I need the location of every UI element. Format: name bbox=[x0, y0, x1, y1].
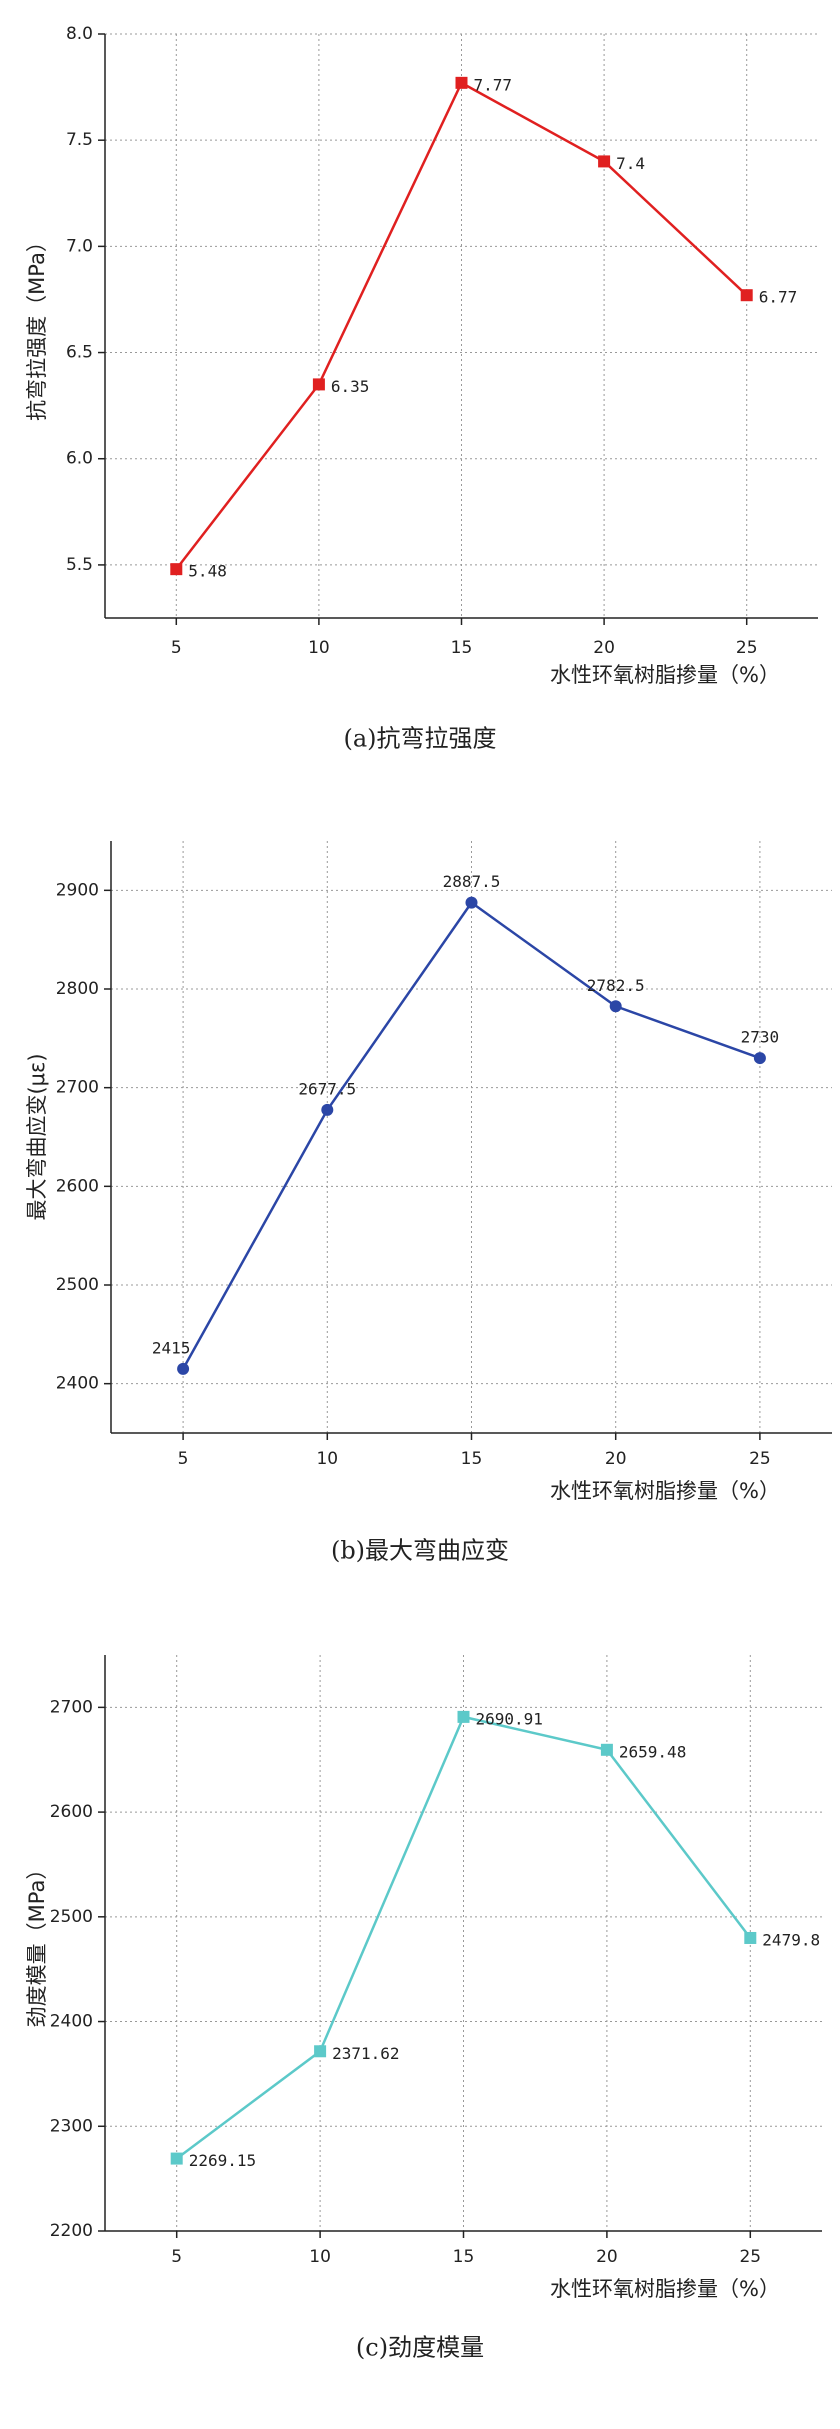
y-tick-label: 2900 bbox=[56, 880, 99, 900]
y-tick-label: 2200 bbox=[50, 2221, 93, 2241]
data-line bbox=[175, 1715, 752, 2160]
marker bbox=[465, 896, 478, 909]
x-tick-label: 25 bbox=[739, 2247, 761, 2267]
marker bbox=[457, 1710, 470, 1723]
y-tick-label: 7.5 bbox=[66, 130, 93, 150]
y-axis-label: 劲度模量（MPa） bbox=[25, 1859, 49, 2028]
marker bbox=[170, 563, 183, 576]
data-label: 5.48 bbox=[188, 562, 227, 581]
y-tick-label: 2500 bbox=[56, 1275, 99, 1295]
marker bbox=[455, 76, 468, 89]
y-axis-label: 最大弯曲应变(με) bbox=[25, 1053, 49, 1220]
caption: (c)劲度模量 bbox=[356, 2334, 484, 2362]
data-label: 2690.91 bbox=[476, 1709, 543, 1728]
x-tick-label: 20 bbox=[605, 1449, 627, 1469]
y-tick-label: 2700 bbox=[50, 1697, 93, 1717]
x-tick-label: 10 bbox=[309, 2247, 331, 2267]
marker bbox=[170, 2152, 183, 2165]
marker bbox=[598, 155, 611, 168]
marker bbox=[321, 1103, 334, 1116]
x-tick-label: 5 bbox=[178, 1449, 189, 1469]
marker bbox=[600, 1743, 613, 1756]
x-axis-label: 水性环氧树脂掺量（%） bbox=[550, 1479, 780, 1503]
data-label: 7.77 bbox=[474, 75, 513, 94]
caption: (a)抗弯拉强度 bbox=[343, 725, 496, 753]
data-label: 2677.5 bbox=[298, 1079, 356, 1098]
y-tick-label: 6.5 bbox=[66, 343, 93, 363]
x-tick-label: 15 bbox=[461, 1449, 483, 1469]
x-tick-label: 25 bbox=[736, 638, 758, 658]
y-tick-label: 2700 bbox=[56, 1078, 99, 1098]
marker bbox=[177, 1362, 190, 1375]
x-tick-label: 10 bbox=[316, 1449, 338, 1469]
marker bbox=[740, 289, 753, 302]
y-tick-label: 7.0 bbox=[66, 236, 93, 256]
caption: (b)最大弯曲应变 bbox=[331, 1537, 509, 1565]
y-tick-label: 2400 bbox=[50, 2012, 93, 2032]
data-label: 2659.48 bbox=[619, 1742, 686, 1761]
data-label: 2269.15 bbox=[189, 2151, 256, 2170]
x-tick-label: 10 bbox=[308, 638, 330, 658]
y-tick-label: 2800 bbox=[56, 979, 99, 999]
data-label: 2782.5 bbox=[587, 976, 645, 995]
x-axis-label: 水性环氧树脂掺量（%） bbox=[550, 2277, 780, 2301]
y-tick-label: 2600 bbox=[50, 1802, 93, 1822]
y-tick-label: 2500 bbox=[50, 1907, 93, 1927]
data-label: 6.77 bbox=[759, 288, 798, 307]
data-label: 2887.5 bbox=[443, 872, 501, 891]
marker bbox=[314, 2045, 327, 2058]
data-label: 7.4 bbox=[616, 154, 645, 173]
data-label: 2479.8 bbox=[762, 1930, 820, 1949]
x-tick-label: 15 bbox=[453, 2247, 475, 2267]
marker bbox=[744, 1931, 757, 1944]
x-axis-label: 水性环氧树脂掺量（%） bbox=[550, 663, 780, 687]
data-label: 2371.62 bbox=[332, 2044, 399, 2063]
data-label: 2415 bbox=[152, 1338, 191, 1357]
y-axis-label: 抗弯拉强度（MPa） bbox=[25, 231, 49, 421]
data-label: 2730 bbox=[741, 1028, 780, 1047]
x-tick-label: 5 bbox=[171, 638, 182, 658]
marker bbox=[609, 1000, 622, 1013]
data-label: 6.35 bbox=[331, 377, 370, 396]
marker bbox=[312, 378, 325, 391]
x-tick-label: 5 bbox=[171, 2247, 182, 2267]
x-tick-label: 25 bbox=[749, 1449, 771, 1469]
y-tick-label: 5.5 bbox=[66, 555, 93, 575]
y-tick-label: 2600 bbox=[56, 1176, 99, 1196]
x-tick-label: 20 bbox=[596, 2247, 618, 2267]
y-tick-label: 8.0 bbox=[66, 24, 93, 44]
x-tick-label: 20 bbox=[593, 638, 615, 658]
x-tick-label: 15 bbox=[451, 638, 473, 658]
y-tick-label: 2400 bbox=[56, 1374, 99, 1394]
marker bbox=[753, 1052, 766, 1065]
y-tick-label: 2300 bbox=[50, 2116, 93, 2136]
y-tick-label: 6.0 bbox=[66, 449, 93, 469]
